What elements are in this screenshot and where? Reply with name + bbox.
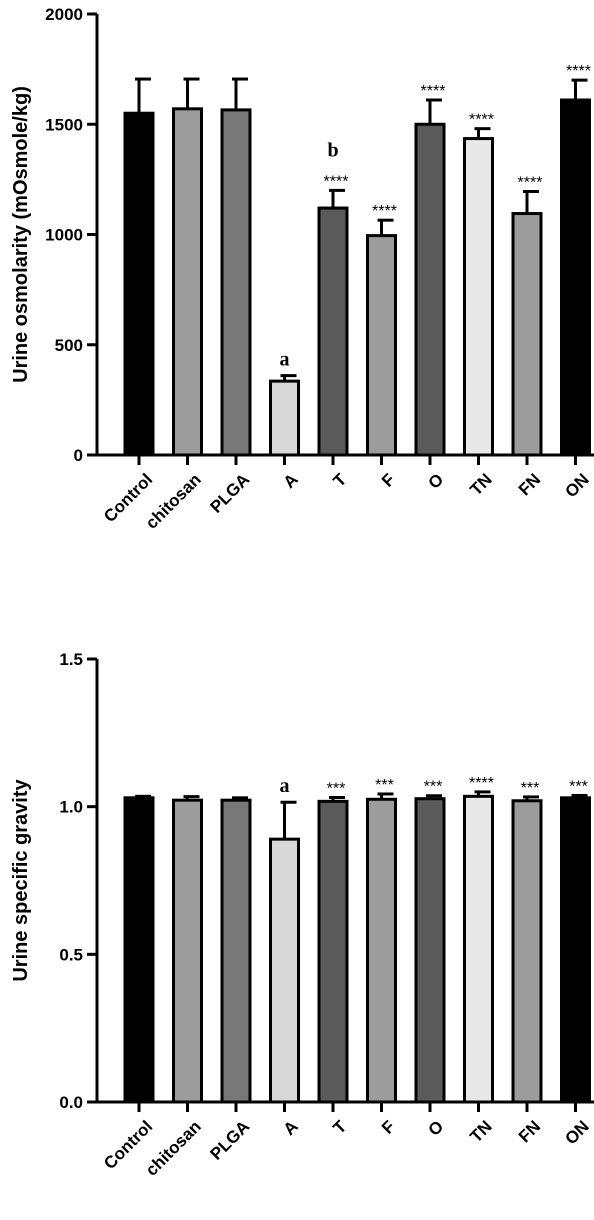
category-label: TN: [466, 470, 495, 499]
significance-stars: ****: [421, 83, 446, 100]
category-label: ON: [561, 1117, 592, 1148]
y-tick-label: 0: [74, 446, 83, 465]
significance-stars: ***: [424, 779, 443, 796]
y-tick-label: 0.0: [59, 1093, 83, 1112]
category-label: T: [330, 469, 351, 490]
significance-letter: a: [280, 775, 290, 797]
significance-stars: ****: [518, 175, 543, 192]
category-label: FN: [515, 470, 544, 499]
category-label: TN: [466, 1117, 495, 1146]
significance-stars: ***: [327, 781, 346, 798]
y-tick-label: 1500: [45, 115, 83, 134]
significance-stars: ***: [375, 777, 394, 794]
significance-stars: ****: [324, 173, 349, 190]
significance-letter: a: [280, 349, 290, 371]
bar-f: [366, 797, 397, 1104]
significance-letter: b: [327, 139, 338, 161]
bar-fn: [511, 212, 543, 457]
bar-chitosan: [172, 798, 203, 1104]
bar-on: [560, 98, 591, 457]
y-axis-title: Urine specific gravity: [10, 778, 32, 981]
category-label: PLGA: [206, 470, 253, 517]
significance-stars: ***: [521, 780, 540, 797]
category-label: O: [425, 470, 448, 493]
category-label: PLGA: [206, 1117, 253, 1164]
bar-t: [317, 799, 349, 1104]
bar-plga: [220, 108, 252, 457]
significance-stars: ****: [566, 63, 591, 80]
category-label: ON: [561, 470, 592, 501]
significance-stars: ****: [469, 775, 494, 792]
category-label: T: [330, 1116, 351, 1137]
category-label: A: [280, 1117, 302, 1139]
bar-a: [269, 837, 300, 1104]
bar-on: [560, 796, 591, 1104]
y-tick-label: 500: [55, 336, 83, 355]
bar-o: [414, 797, 446, 1104]
y-tick-label: 1000: [45, 226, 83, 245]
bar-control: [123, 796, 155, 1104]
bar-t: [317, 206, 349, 457]
bar-tn: [463, 794, 494, 1104]
y-tick-label: 2000: [45, 5, 83, 24]
significance-stars: ****: [372, 203, 397, 220]
bar-o: [414, 122, 446, 457]
y-tick-label: 0.5: [59, 945, 83, 964]
significance-stars: ***: [569, 778, 588, 795]
y-tick-label: 1.5: [59, 650, 83, 669]
category-label: F: [378, 470, 399, 491]
y-axis-title: Urine osmolarity (mOsmole/kg): [10, 86, 32, 383]
osmolarity-chart: 0 500 1000 1500 2000 Urine osmolarity (mOsmol…: [10, 5, 594, 533]
bar-tn: [463, 137, 494, 457]
category-label: F: [378, 1117, 399, 1138]
bar-plga: [220, 798, 252, 1104]
bar-f: [366, 234, 397, 457]
y-tick-label: 1.0: [59, 798, 83, 817]
category-label: A: [280, 470, 302, 492]
bar-control: [123, 111, 155, 457]
bar-fn: [511, 799, 543, 1104]
bar-a: [269, 379, 300, 457]
category-label: FN: [515, 1117, 544, 1146]
category-label: O: [425, 1117, 448, 1140]
significance-stars: ****: [469, 112, 494, 129]
bar-chitosan: [172, 107, 203, 457]
